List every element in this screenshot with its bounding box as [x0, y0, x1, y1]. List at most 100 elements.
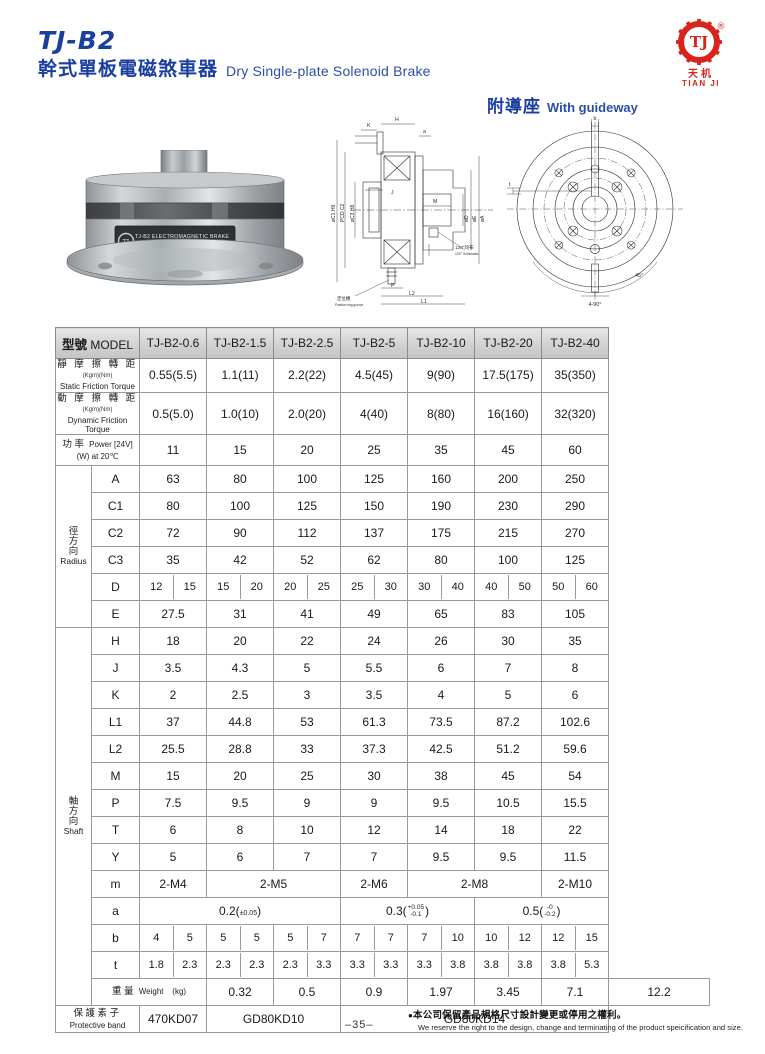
L2-v2: 28.8 [206, 735, 275, 764]
weight-unit: (kg) [172, 987, 187, 997]
C3-v2: 42 [206, 546, 275, 575]
D-v4b: 30 [374, 575, 408, 600]
dynamic-torque-cn: 動 摩 擦 轉 距 [57, 392, 138, 404]
E-v5: 65 [407, 600, 476, 629]
Y-v2: 6 [206, 843, 275, 872]
b-cell-1: 4 5 [139, 924, 208, 953]
row-L1: L1 37 44.8 53 61.3 73.5 87.2 102.6 [56, 708, 710, 737]
C3-v3: 52 [273, 546, 342, 575]
power-v2: 15 [206, 434, 275, 467]
J-v6: 7 [474, 654, 543, 683]
bullet-icon: ● [408, 1011, 414, 1020]
K-v5: 4 [407, 681, 476, 710]
H-v2: 20 [206, 627, 275, 656]
D-v7b: 60 [575, 575, 609, 600]
D-v5b: 40 [441, 575, 475, 600]
power-v3: 20 [273, 434, 342, 467]
dim-label-C1: C1 [90, 492, 141, 521]
page-number: –35– [345, 1019, 374, 1031]
C2-v4: 137 [340, 519, 409, 548]
C1-v1: 80 [139, 492, 208, 521]
dim-label-L1: L1 [90, 708, 141, 737]
K-v3: 3 [273, 681, 342, 710]
dim-label-L2: L2 [90, 735, 141, 764]
L2-v1: 25.5 [139, 735, 208, 764]
Y-v6: 9.5 [474, 843, 543, 872]
radius-cn-1: 徑 [68, 525, 79, 537]
J-v7: 8 [541, 654, 610, 683]
disclaimer-english: We reserve the right to the design, chan… [418, 1023, 743, 1033]
K-v1: 2 [139, 681, 208, 710]
dynamic-torque-en: Dynamic Friction Torque [67, 416, 128, 435]
dim-label-m: m [90, 870, 141, 899]
T-v6: 18 [474, 816, 543, 845]
dynamic-torque-label: 動 摩 擦 轉 距 (Kgm)(Nm) Dynamic Friction Torq… [54, 391, 141, 436]
m-span-5: 2-M10 [541, 870, 610, 899]
weight-label: 重量 Weight (kg) [90, 978, 208, 1007]
T-v5: 14 [407, 816, 476, 845]
a-span-3: 0.5(-0 -0.2) [474, 897, 610, 926]
dim-label-K: K [90, 681, 141, 710]
svg-text:L2: L2 [409, 291, 415, 297]
logo-english-name: TIAN JI [681, 79, 721, 88]
C1-v6: 230 [474, 492, 543, 521]
power-v5: 35 [407, 434, 476, 467]
model-header-en: MODEL [90, 337, 134, 352]
Y-v7: 11.5 [541, 843, 610, 872]
shaft-en: Shaft [63, 826, 84, 837]
a-span-2-lower: -0.1 [410, 910, 422, 918]
a-span-2-upper: +0.05 [407, 904, 425, 912]
m-span-2: 2-M5 [206, 870, 342, 899]
C3-v6: 100 [474, 546, 543, 575]
protective-band-cn: 保護素子 [73, 1007, 122, 1019]
static-torque-v4: 4.5(45) [340, 358, 409, 393]
D-v1a: 12 [140, 575, 174, 600]
D-cell-7: 50 60 [541, 573, 610, 602]
guideway-label-english: With guideway [547, 100, 638, 115]
cross-section-drawing: H K a J M P L2 L1 120°均布 120° Schematic … [331, 117, 493, 307]
M-v2: 20 [206, 762, 275, 791]
row-power: 功率 Power [24V](W) at 20℃ 11 15 20 25 35 … [54, 434, 710, 467]
b-v7a: 12 [542, 926, 576, 951]
T-v1: 6 [139, 816, 208, 845]
L2-v4: 37.3 [340, 735, 409, 764]
E-v1: 27.5 [139, 600, 208, 629]
K-v6: 5 [474, 681, 543, 710]
row-static-torque: 靜 摩 擦 轉 距 (Kgm)(Nm) Static Friction Torqu… [54, 358, 710, 393]
svg-text:Position ring groove: Position ring groove [335, 303, 363, 307]
H-v1: 18 [139, 627, 208, 656]
L1-v6: 87.2 [474, 708, 543, 737]
row-m: m 2-M4 2-M5 2-M6 2-M8 2-M10 [56, 870, 710, 899]
m-span-1: 2-M4 [139, 870, 208, 899]
svg-text:H: H [395, 117, 399, 123]
D-cell-5: 30 40 [407, 573, 476, 602]
D-cell-2: 15 20 [206, 573, 275, 602]
D-v2a: 15 [207, 575, 241, 600]
radius-cn-3: 向 [68, 545, 79, 557]
weight-v6: 7.1 [541, 978, 610, 1007]
guideway-heading: 附導座 With guideway [487, 92, 638, 117]
b-v1a: 4 [140, 926, 174, 951]
guideway-label-chinese: 附導座 [487, 97, 541, 116]
C2-v3: 112 [273, 519, 342, 548]
b-v2b: 5 [240, 926, 274, 951]
dynamic-torque-v1: 0.5(5.0) [139, 391, 208, 436]
D-v5a: 30 [408, 575, 442, 600]
static-torque-v3: 2.2(22) [273, 358, 342, 393]
b-cell-5: 7 10 [407, 924, 476, 953]
T-v7: 22 [541, 816, 610, 845]
H-v4: 24 [340, 627, 409, 656]
dim-label-C3: C3 [90, 546, 141, 575]
T-v2: 8 [206, 816, 275, 845]
svg-text:TJ: TJ [690, 33, 708, 51]
M-v4: 30 [340, 762, 409, 791]
J-v1: 3.5 [139, 654, 208, 683]
static-torque-label: 靜 摩 擦 轉 距 (Kgm)(Nm) Static Friction Torqu… [54, 358, 141, 393]
C3-v5: 80 [407, 546, 476, 575]
model-header-cell: 型號 MODEL [54, 327, 141, 359]
table-header-row: 型號 MODEL TJ-B2-0.6 TJ-B2-1.5 TJ-B2-2.5 T… [54, 327, 710, 359]
page-title: TJ-B2 [38, 26, 117, 55]
svg-text:b: b [594, 116, 597, 122]
t-v4a: 3.3 [341, 953, 375, 978]
